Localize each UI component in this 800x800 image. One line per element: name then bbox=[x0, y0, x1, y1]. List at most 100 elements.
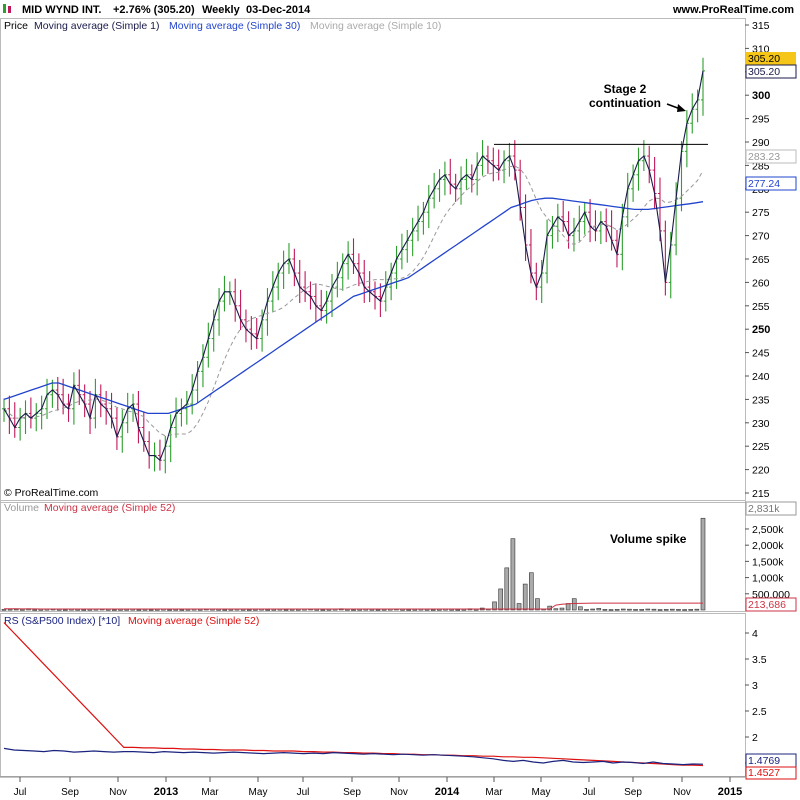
legend-ma10: Moving average (Simple 10) bbox=[310, 20, 441, 32]
legend-volume: Volume bbox=[4, 502, 39, 514]
price-panel-frame bbox=[0, 18, 746, 503]
price-candle bbox=[93, 378, 98, 429]
price-candle bbox=[448, 158, 453, 195]
volume-bar bbox=[645, 608, 651, 611]
annotation-continuation: continuation bbox=[589, 96, 661, 110]
volume-bar bbox=[584, 609, 589, 611]
volume-bar bbox=[381, 609, 387, 611]
volume-bar bbox=[222, 609, 228, 611]
price-candle bbox=[18, 407, 23, 441]
x-tick-label: May bbox=[532, 787, 551, 798]
x-tick-label: Mar bbox=[485, 787, 503, 798]
price-candle bbox=[367, 271, 372, 303]
volume-bar bbox=[314, 609, 320, 611]
volume-bar bbox=[639, 609, 644, 611]
price-candle bbox=[340, 253, 345, 291]
price-candle bbox=[292, 248, 297, 287]
rs-tick-label: 3 bbox=[752, 680, 758, 692]
volume-bar bbox=[351, 609, 356, 611]
volume-bar bbox=[492, 601, 497, 611]
price-candle bbox=[701, 57, 705, 116]
badge-ma1-bg bbox=[745, 64, 797, 79]
volume-bar bbox=[565, 603, 571, 611]
badge-rs-ma-bg bbox=[745, 766, 797, 780]
annotation-volume-spike: Volume spike bbox=[610, 532, 687, 546]
volume-bar bbox=[657, 609, 663, 611]
price-candle bbox=[582, 201, 587, 235]
x-tick-label: 2015 bbox=[718, 786, 742, 798]
volume-bar bbox=[590, 608, 595, 611]
volume-bar bbox=[63, 609, 68, 611]
price-candle bbox=[518, 159, 523, 221]
volume-bars bbox=[1, 517, 706, 611]
price-candle bbox=[265, 288, 270, 336]
price-axis: 3153103053002952902852802752702652602552… bbox=[745, 20, 770, 500]
price-tick-label: 215 bbox=[752, 488, 770, 500]
volume-bar bbox=[118, 609, 123, 611]
volume-bar bbox=[602, 609, 608, 611]
price-tick-label: 220 bbox=[752, 465, 770, 477]
rs-axis: 43.532.521.5 bbox=[745, 628, 767, 770]
volume-bar bbox=[32, 609, 37, 611]
volume-bar bbox=[56, 609, 62, 611]
volume-ma-line bbox=[3, 602, 703, 610]
price-candle bbox=[28, 397, 33, 429]
volume-tick-label: 2,500k bbox=[752, 524, 784, 536]
volume-bar bbox=[326, 609, 332, 611]
candle-icon-red bbox=[8, 6, 11, 13]
volume-bar bbox=[1, 609, 7, 611]
badge-volume: 2,831k bbox=[748, 503, 780, 515]
price-tick-label: 275 bbox=[752, 207, 770, 219]
volume-bar bbox=[670, 608, 675, 611]
volume-bar bbox=[455, 609, 461, 611]
price-candle bbox=[566, 211, 571, 249]
price-tick-label: 240 bbox=[752, 371, 770, 383]
volume-bar bbox=[320, 609, 326, 611]
volume-tick-label: 1,500k bbox=[752, 556, 784, 568]
x-tick-label: Sep bbox=[343, 787, 361, 798]
price-legend: Price Moving average (Simple 1) Moving a… bbox=[4, 20, 441, 32]
volume-bar bbox=[663, 609, 669, 611]
badge-ma30-bg bbox=[745, 176, 797, 191]
price-tick-label: 255 bbox=[752, 301, 770, 313]
price-candle bbox=[281, 250, 286, 289]
price-tick-label: 270 bbox=[752, 231, 770, 243]
rs-tick-label: 2 bbox=[752, 732, 758, 744]
legend-ma30: Moving average (Simple 30) bbox=[169, 20, 300, 32]
volume-bar bbox=[449, 609, 454, 611]
volume-bar bbox=[633, 609, 638, 611]
price-candle bbox=[71, 372, 76, 425]
badge-volume-bg bbox=[745, 501, 797, 516]
volume-bar bbox=[535, 598, 540, 611]
volume-bar bbox=[694, 608, 700, 611]
volume-bar bbox=[688, 609, 694, 611]
price-candle bbox=[346, 241, 351, 280]
price-candle bbox=[459, 166, 464, 205]
header-bar bbox=[0, 0, 800, 18]
x-tick-label: Sep bbox=[624, 787, 642, 798]
header-symbol: MID WYND INT. bbox=[22, 4, 101, 16]
price-candle bbox=[550, 215, 555, 249]
badge-volume-ma-bg bbox=[745, 597, 797, 612]
rs-line bbox=[3, 747, 704, 766]
candle-icon bbox=[3, 4, 6, 13]
header-site[interactable]: www.ProRealTime.com bbox=[672, 4, 794, 16]
price-candle bbox=[598, 211, 603, 245]
price-candle bbox=[437, 169, 442, 202]
volume-bar bbox=[375, 609, 381, 611]
rs-ma-line bbox=[3, 622, 704, 767]
price-candle bbox=[502, 150, 507, 184]
price-candle bbox=[588, 199, 593, 243]
volume-bar bbox=[20, 609, 25, 611]
ma1-line bbox=[3, 70, 704, 462]
price-candle bbox=[663, 220, 668, 296]
volume-bar bbox=[437, 609, 442, 611]
volume-bar bbox=[81, 609, 87, 611]
price-candle bbox=[636, 147, 641, 191]
volume-bar bbox=[571, 598, 577, 611]
volume-bar bbox=[240, 609, 246, 611]
price-candle bbox=[179, 398, 184, 427]
rs-tick-label: 4 bbox=[752, 628, 758, 640]
